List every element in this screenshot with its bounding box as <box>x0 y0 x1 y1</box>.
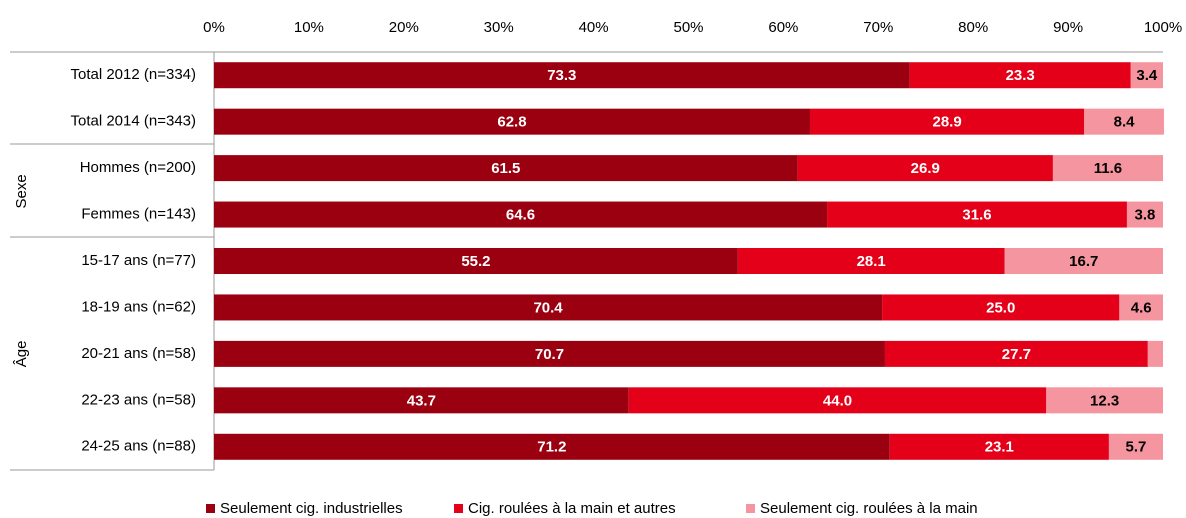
value-label: 70.7 <box>535 346 564 363</box>
y-tick-label: 22-23 ans (n=58) <box>81 391 196 408</box>
bar-segment <box>1108 433 1163 460</box>
bar-segment <box>214 62 910 89</box>
value-label: 26.9 <box>911 160 940 177</box>
bar-segment <box>827 201 1127 228</box>
x-tick-label: 70% <box>863 19 893 36</box>
y-tick-label: 18-19 ans (n=62) <box>81 298 196 315</box>
group-label: Sexe <box>13 174 30 208</box>
bar-segment <box>1130 62 1163 89</box>
y-tick-label: 20-21 ans (n=58) <box>81 345 196 362</box>
x-tick-label: 40% <box>579 19 609 36</box>
bar-segment <box>884 340 1148 367</box>
bar-segment <box>214 155 798 182</box>
value-label: 31.6 <box>962 207 991 224</box>
bar-segment <box>882 294 1120 321</box>
bar-segment <box>1046 387 1163 414</box>
x-tick-label: 0% <box>203 19 225 36</box>
bar-segment <box>214 340 885 367</box>
value-label: 25.0 <box>986 299 1015 316</box>
y-tick-label: 24-25 ans (n=88) <box>81 438 196 455</box>
value-label: 16.7 <box>1069 253 1098 270</box>
value-label: 12.3 <box>1090 392 1119 409</box>
bar-segment <box>797 155 1053 182</box>
x-tick-label: 100% <box>1144 19 1182 36</box>
bar-segment <box>214 387 629 414</box>
bar-segment <box>889 433 1109 460</box>
group-label: Âge <box>13 341 30 368</box>
value-label: 43.7 <box>407 392 436 409</box>
y-tick-label: Femmes (n=143) <box>81 206 196 223</box>
bar-segment <box>1119 294 1163 321</box>
x-tick-label: 60% <box>768 19 798 36</box>
legend-swatch <box>746 504 755 513</box>
legend-swatch <box>454 504 463 513</box>
bar-segment <box>214 248 738 274</box>
bar-segment <box>737 248 1005 274</box>
legend-label: Seulement cig. roulées à la main <box>760 500 978 517</box>
y-tick-label: Total 2014 (n=343) <box>70 113 196 130</box>
value-label: 23.1 <box>985 439 1014 456</box>
x-tick-label: 20% <box>389 19 419 36</box>
bar-segment <box>628 387 1047 414</box>
value-label: 61.5 <box>491 160 520 177</box>
y-tick-label: 15-17 ans (n=77) <box>81 252 196 269</box>
value-label: 8.4 <box>1114 114 1136 131</box>
x-tick-label: 30% <box>484 19 514 36</box>
value-label: 71.2 <box>537 439 566 456</box>
value-label: 64.6 <box>506 207 535 224</box>
x-tick-label: 80% <box>958 19 988 36</box>
legend-swatch <box>206 504 215 513</box>
value-label: 3.4 <box>1136 67 1158 84</box>
value-label: 3.8 <box>1135 207 1156 224</box>
value-label: 5.7 <box>1126 439 1147 456</box>
bar-segment <box>214 201 828 228</box>
bar-segment <box>214 433 890 460</box>
value-label: 4.6 <box>1131 299 1152 316</box>
value-label: 70.4 <box>533 299 563 316</box>
x-tick-label: 90% <box>1053 19 1083 36</box>
bar-segment <box>214 108 810 135</box>
x-tick-label: 50% <box>673 19 703 36</box>
value-label: 28.9 <box>933 114 962 131</box>
bar-segment <box>1126 201 1163 228</box>
y-tick-label: Hommes (n=200) <box>80 159 196 176</box>
bar-segment <box>214 294 883 321</box>
bar-segment <box>909 62 1131 89</box>
bar-segment <box>809 108 1085 135</box>
value-label: 23.3 <box>1006 67 1035 84</box>
legend-label: Cig. roulées à la main et autres <box>468 500 676 517</box>
y-tick-label: Total 2012 (n=334) <box>70 66 196 83</box>
bar-segment <box>1147 340 1163 367</box>
value-label: 27.7 <box>1002 346 1031 363</box>
bar-segment <box>1052 155 1163 182</box>
value-label: 44.0 <box>823 392 852 409</box>
value-label: 73.3 <box>547 67 576 84</box>
value-label: 11.6 <box>1094 160 1122 177</box>
bar-segment <box>1004 248 1163 274</box>
value-label: 28.1 <box>857 253 886 270</box>
value-label: 62.8 <box>497 114 526 131</box>
bar-segment <box>1084 108 1164 135</box>
legend-label: Seulement cig. industrielles <box>220 500 403 517</box>
x-tick-label: 10% <box>294 19 324 36</box>
value-label: 55.2 <box>461 253 490 270</box>
